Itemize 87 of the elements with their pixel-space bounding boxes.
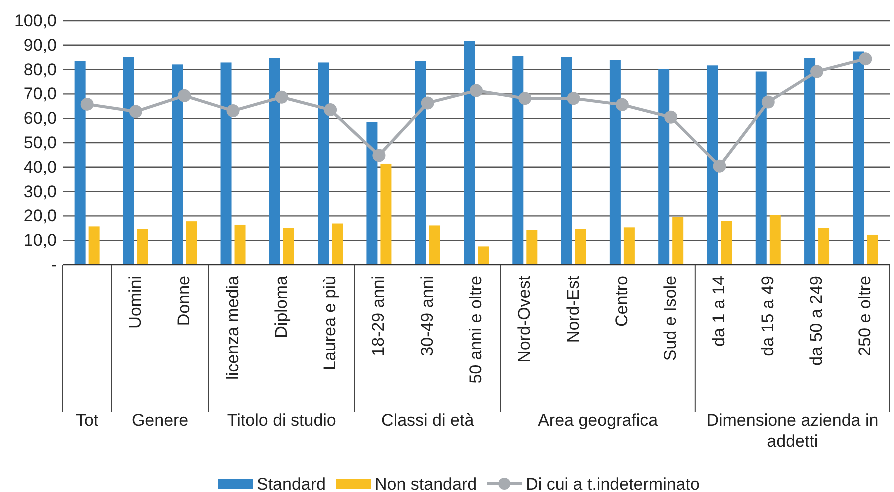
- bar: [380, 164, 392, 265]
- bar: [478, 246, 489, 265]
- point: [762, 96, 775, 109]
- text: Genere: [132, 411, 189, 430]
- point: [470, 84, 483, 98]
- bar: [756, 72, 767, 265]
- x-tick-label: 250 e oltre: [856, 276, 875, 356]
- bar: [624, 228, 635, 265]
- y-tick-label: 70,0: [24, 84, 57, 104]
- bar: [415, 61, 426, 265]
- x-tick-label: da 15 a 49: [758, 276, 778, 356]
- x-tick-label: Laurea e più: [320, 276, 340, 371]
- bar: [512, 56, 524, 265]
- text: Tot: [76, 411, 99, 430]
- x-tick-label: Nord-Est: [564, 276, 583, 344]
- legend-label: Non standard: [375, 475, 478, 492]
- point: [518, 92, 532, 106]
- point: [664, 110, 678, 124]
- bar: [867, 234, 878, 265]
- x-tick-label: Centro: [612, 276, 632, 328]
- bar: [707, 66, 718, 265]
- point: [567, 92, 580, 106]
- bar: [172, 64, 184, 265]
- x-tick-label: licenza media: [223, 275, 242, 380]
- text: Dimensione azienda in addetti: [706, 411, 879, 451]
- text: Titolo di studio: [227, 411, 336, 430]
- bar: [610, 60, 621, 265]
- bar: [283, 228, 294, 265]
- bar: [575, 229, 586, 265]
- x-tick-label: 18-29 anni: [369, 276, 388, 356]
- bar: [137, 229, 148, 265]
- x-tick-label: 30-49 anni: [418, 276, 437, 356]
- point: [810, 65, 824, 78]
- point: [129, 105, 142, 118]
- bar: [526, 230, 538, 265]
- y-tick-label: 100,0: [14, 11, 57, 30]
- y-tick-label: 80,0: [24, 60, 57, 80]
- y-tick-label: 20,0: [24, 206, 57, 226]
- bar: [770, 215, 781, 265]
- bar: [332, 224, 344, 265]
- point: [324, 104, 338, 117]
- bar: [818, 228, 830, 265]
- legend-label: Standard: [257, 475, 326, 492]
- bar: [672, 217, 684, 265]
- bar: [318, 62, 330, 265]
- x-tick-label: Donne: [174, 276, 194, 326]
- text: Area geografica: [538, 411, 659, 430]
- point: [372, 149, 386, 162]
- point: [80, 98, 94, 111]
- x-tick-label: da 50 a 249: [807, 276, 826, 366]
- x-tick-label: da 1 a 14: [710, 276, 729, 347]
- bar: [366, 122, 378, 265]
- bar: [88, 226, 100, 265]
- bar: [561, 57, 572, 265]
- bar: [123, 57, 134, 265]
- y-tick-label: 50,0: [24, 133, 57, 152]
- point: [178, 89, 192, 102]
- point: [859, 52, 872, 66]
- bar: [464, 41, 475, 265]
- x-tick-label: 50 anni e oltre: [466, 276, 486, 384]
- bar: [186, 222, 198, 265]
- y-tick-label: -: [51, 255, 57, 274]
- y-tick-label: 60,0: [24, 109, 57, 128]
- bar: [220, 62, 232, 265]
- bar: [429, 226, 440, 265]
- bar: [658, 69, 670, 265]
- y-tick-label: 90,0: [24, 36, 57, 55]
- bar: [853, 52, 864, 265]
- y-tick-label: 10,0: [24, 231, 57, 250]
- bar: [269, 58, 280, 265]
- y-tick-label: 40,0: [24, 158, 57, 177]
- bar: [234, 224, 246, 265]
- bar: [74, 61, 86, 265]
- x-tick-label: Uomini: [126, 276, 145, 329]
- point: [713, 160, 726, 173]
- point: [421, 96, 434, 110]
- bar: [804, 58, 816, 265]
- legend-label: Di cui a t.indeterminato: [526, 475, 700, 492]
- x-tick-label: Sud e Isole: [661, 276, 680, 362]
- point: [275, 90, 288, 104]
- point: [226, 104, 240, 118]
- x-tick-label: Diploma: [272, 275, 291, 338]
- point: [616, 98, 629, 112]
- bar: [721, 221, 732, 265]
- x-tick-label: Nord-Ovest: [515, 276, 534, 363]
- text: Classi di età: [382, 411, 475, 430]
- y-tick-label: 30,0: [24, 182, 57, 202]
